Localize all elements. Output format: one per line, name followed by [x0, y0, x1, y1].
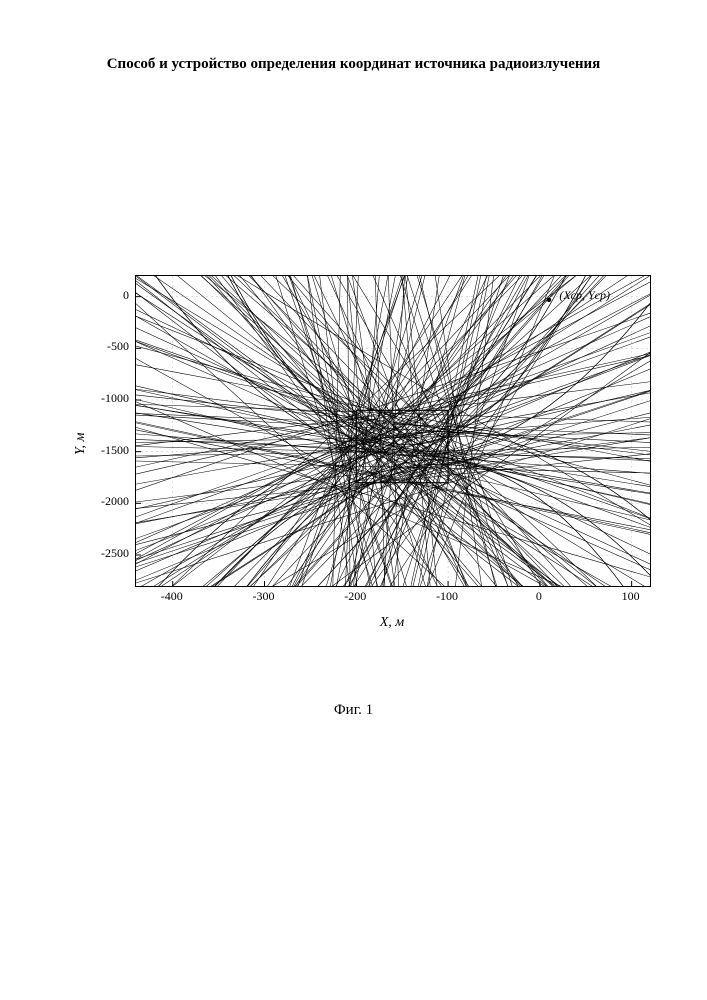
y-tick-label: -2500	[87, 546, 129, 561]
inner-ylabel: Y, м	[328, 406, 340, 414]
page-title: Способ и устройство определения координа…	[0, 56, 707, 73]
x-tick-label: -400	[157, 589, 187, 604]
x-tick-label: -100	[432, 589, 462, 604]
plot-svg	[136, 276, 650, 586]
x-tick-label: 100	[616, 589, 646, 604]
y-tick-label: -2000	[87, 494, 129, 509]
plot-area: (Xср, Yср) с м Y, м	[135, 275, 651, 587]
x-tick-label: 0	[524, 589, 554, 604]
marker-label: (Xср, Yср)	[559, 288, 610, 303]
y-tick-label: -500	[87, 339, 129, 354]
y-tick-label: -1500	[87, 443, 129, 458]
y-tick-label: -1000	[87, 391, 129, 406]
page: Способ и устройство определения координа…	[0, 0, 707, 1000]
figure-caption: Фиг. 1	[0, 702, 707, 719]
inner-xlabel: с м	[396, 501, 405, 509]
x-tick-label: -200	[340, 589, 370, 604]
x-axis-label: X, м	[135, 615, 649, 631]
y-tick-label: 0	[87, 288, 129, 303]
x-tick-label: -300	[249, 589, 279, 604]
figure-1: Y, м X, м (Xср, Yср) с м Y, м -400-300-2…	[85, 275, 649, 625]
